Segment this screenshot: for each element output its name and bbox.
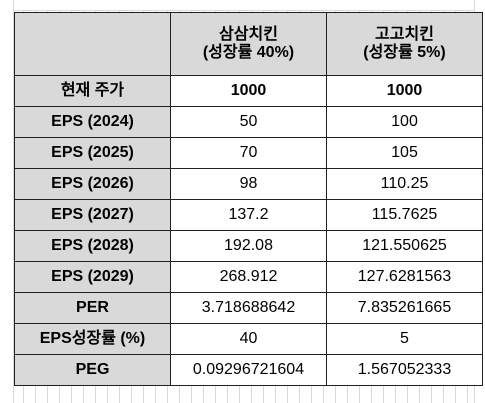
- header-cell-gogo[interactable]: 고고치킨 (성장률 5%): [326, 12, 483, 76]
- value-cell[interactable]: 110.25: [326, 168, 483, 200]
- value-cell[interactable]: 127.6281563: [326, 261, 483, 293]
- row-label-cell[interactable]: EPS (2025): [14, 137, 171, 169]
- row-label-cell[interactable]: PEG: [14, 354, 171, 386]
- value-cell[interactable]: 192.08: [170, 230, 327, 262]
- header-cell-samsam[interactable]: 삼삼치킨 (성장률 40%): [170, 12, 327, 76]
- value-cell[interactable]: 268.912: [170, 261, 327, 293]
- value-cell[interactable]: 121.550625: [326, 230, 483, 262]
- row-label-cell[interactable]: EPS (2024): [14, 106, 171, 138]
- table-row: 현재 주가 1000 1000: [14, 75, 483, 107]
- value-cell[interactable]: 98: [170, 168, 327, 200]
- value-cell[interactable]: 1.567052333: [326, 354, 483, 386]
- table-row: EPS (2029) 268.912 127.6281563: [14, 261, 483, 293]
- value-cell[interactable]: 3.718688642: [170, 292, 327, 324]
- value-cell[interactable]: 0.09296721604: [170, 354, 327, 386]
- row-label-cell[interactable]: EPS (2027): [14, 199, 171, 231]
- grid-column-fragment-left: [0, 0, 14, 403]
- value-cell[interactable]: 100: [326, 106, 483, 138]
- table-row: EPS성장률 (%) 40 5: [14, 323, 483, 355]
- corner-cell[interactable]: [14, 12, 171, 76]
- value-cell[interactable]: 137.2: [170, 199, 327, 231]
- value-cell[interactable]: 5: [326, 323, 483, 355]
- table-row: PER 3.718688642 7.835261665: [14, 292, 483, 324]
- value-cell[interactable]: 40: [170, 323, 327, 355]
- row-label-cell[interactable]: 현재 주가: [14, 75, 171, 107]
- value-cell[interactable]: 105: [326, 137, 483, 169]
- table-row: EPS (2028) 192.08 121.550625: [14, 230, 483, 262]
- header-gogo-growth: (성장률 5%): [363, 44, 446, 61]
- row-label-cell[interactable]: EPS성장률 (%): [14, 323, 171, 355]
- value-cell[interactable]: 70: [170, 137, 327, 169]
- grid-row-fragment: [0, 0, 485, 11]
- value-cell[interactable]: 115.7625: [326, 199, 483, 231]
- row-label-cell[interactable]: PER: [14, 292, 171, 324]
- header-samsam-name: 삼삼치킨: [219, 26, 278, 43]
- row-label-cell[interactable]: EPS (2028): [14, 230, 171, 262]
- header-samsam-growth: (성장률 40%): [202, 44, 295, 61]
- header-row: 삼삼치킨 (성장률 40%) 고고치킨 (성장률 5%): [14, 12, 483, 76]
- value-cell[interactable]: 50: [170, 106, 327, 138]
- header-gogo-name: 고고치킨: [375, 26, 434, 43]
- table-row: PEG 0.09296721604 1.567052333: [14, 354, 483, 386]
- value-cell[interactable]: 7.835261665: [326, 292, 483, 324]
- value-cell[interactable]: 1000: [326, 75, 483, 107]
- value-cell[interactable]: 1000: [170, 75, 327, 107]
- table-row: EPS (2026) 98 110.25: [14, 168, 483, 200]
- table-row: EPS (2024) 50 100: [14, 106, 483, 138]
- table-row: EPS (2027) 137.2 115.7625: [14, 199, 483, 231]
- table-row: EPS (2025) 70 105: [14, 137, 483, 169]
- row-label-cell[interactable]: EPS (2026): [14, 168, 171, 200]
- row-label-cell[interactable]: EPS (2029): [14, 261, 171, 293]
- data-table: 삼삼치킨 (성장률 40%) 고고치킨 (성장률 5%) 현재 주가 1000 …: [14, 12, 483, 386]
